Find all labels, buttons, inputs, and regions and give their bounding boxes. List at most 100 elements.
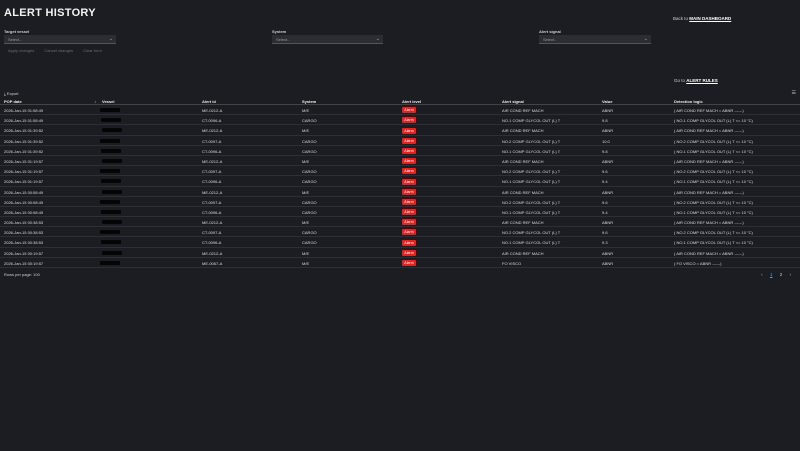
vessel-redacted (101, 209, 121, 214)
alert-level-badge: Alarm (402, 229, 416, 236)
cell-alert-id: CT-0097-A (202, 138, 222, 144)
alert-level-badge: Alarm (402, 260, 416, 266)
cell-alert-id: CT-0097-A (202, 199, 222, 205)
cancel-changes-button[interactable]: Cancel changes (44, 48, 74, 53)
system-placeholder: Select... (276, 37, 291, 42)
cell-alert-id: ME-0067-A (202, 260, 223, 266)
alert-rules-link[interactable]: Go to ALERT RULES (674, 78, 718, 83)
cell-value: 10.0 (602, 138, 610, 144)
table-row[interactable]: 2026-Jan-15 01:19:57 ME-0212-A M/E AIR COND… (0, 156, 800, 167)
vessel-redacted (100, 230, 120, 235)
cell-detection-logic: ( FO VISCO = ABNR ------) (674, 260, 722, 266)
cell-alert-signal: NO.2 COMP GLYCOL OUT (L) T (502, 230, 561, 236)
alert-level-badge: Alarm (402, 188, 416, 195)
cell-value: ABNR (602, 158, 614, 164)
table-row[interactable]: 2026-Jan-15 00:58:49 CT-0096-A CARGO NO.1 C… (0, 207, 800, 218)
cell-system: CARGO (302, 138, 317, 144)
cell-value: ABNR (602, 220, 614, 226)
column-header-detection-logic[interactable]: Detection logic (674, 98, 703, 104)
table-row[interactable]: 2026-Jan-15 00:38:53 CT-0096-A CARGO NO.1 C… (0, 237, 800, 248)
alert-level-badge: Alarm (402, 168, 416, 175)
system-select[interactable]: Select... ⌄ (272, 35, 383, 44)
cell-detection-logic: ( NO.1 COMP GLYCOL OUT (L) T <= 10 °C) (674, 118, 753, 124)
next-page-button[interactable]: › (789, 272, 792, 277)
table-row[interactable]: 2026-Jan-15 00:38:53 ME-0212-A M/E AIR COND… (0, 217, 800, 228)
cell-system: M/E (302, 128, 310, 134)
cell-pop-date: 2026-Jan-15 01:39:52 (4, 148, 44, 154)
table-row[interactable]: 2026-Jan-15 00:38:53 CT-0097-A CARGO NO.2 C… (0, 227, 800, 238)
vessel-redacted (100, 169, 120, 174)
rules-link-label[interactable]: ALERT RULES (686, 78, 718, 83)
column-header-vessel[interactable]: Vessel (102, 98, 115, 104)
alert-level-badge: Alarm (402, 198, 416, 205)
alert-signal-select[interactable]: Select... ⌄ (539, 35, 651, 44)
cell-value: ABNR (602, 128, 614, 134)
chevron-down-icon: ⌄ (108, 36, 113, 42)
page-2-button[interactable]: 2 (779, 272, 783, 277)
alert-level-badge: Alarm (402, 147, 416, 154)
rules-link-prefix: Go to (674, 78, 686, 83)
vessel-redacted (102, 158, 122, 163)
back-to-dashboard-link[interactable]: Back to MAIN DASHBOARD (673, 16, 731, 21)
column-header-pop-date[interactable]: POP date (4, 98, 22, 104)
cell-alert-signal: FO VISCO (502, 260, 522, 266)
vessel-redacted (102, 220, 122, 225)
alert-level-badge: Alarm (402, 127, 416, 134)
apply-changes-button[interactable]: Apply changes (8, 48, 35, 53)
cell-alert-signal: AIR COND REF MACH (502, 220, 544, 226)
columns-menu-icon[interactable]: ☰ (791, 90, 796, 96)
clear-form-button[interactable]: Clear form (83, 48, 102, 53)
table-row[interactable]: 2026-Jan-15 01:58:49 ME-0212-A M/E AIR COND… (0, 105, 800, 116)
cell-alert-signal: NO.1 COMP GLYCOL OUT (L) T (502, 118, 561, 124)
cell-system: M/E (302, 108, 310, 113)
table-row[interactable]: 2026-Jan-15 01:39:52 CT-0097-A CARGO NO.2 C… (0, 136, 800, 146)
table-row[interactable]: 2026-Jan-15 01:39:52 ME-0212-A M/E AIR COND… (0, 125, 800, 136)
cell-alert-id: ME-0212-A (202, 220, 223, 226)
column-header-alert-id[interactable]: Alert id (202, 98, 216, 104)
cell-detection-logic: ( AIR COND REF MACH = ABNR ------) (674, 220, 744, 226)
table-row[interactable]: 2026-Jan-15 00:58:49 CT-0097-A CARGO NO.2 C… (0, 197, 800, 207)
cell-system: CARGO (302, 240, 317, 246)
cell-pop-date: 2026-Jan-15 00:19:57 (4, 260, 44, 266)
cell-alert-id: ME-0212-A (202, 250, 223, 256)
alert-level-badge: Alarm (402, 117, 416, 124)
table-row[interactable]: 2026-Jan-15 01:19:57 CT-0097-A CARGO NO.2 C… (0, 166, 800, 177)
page-1-button[interactable]: 1 (769, 272, 773, 277)
alert-level-badge: Alarm (402, 239, 416, 246)
cell-system: M/E (302, 250, 310, 256)
cell-detection-logic: ( NO.2 COMP GLYCOL OUT (L) T <= 10 °C) (674, 169, 753, 175)
target-vessel-select[interactable]: Select... ⌄ (4, 35, 116, 44)
cell-value: 9.8 (602, 148, 608, 154)
column-header-alert-level[interactable]: Alert level (402, 98, 422, 104)
back-link-label[interactable]: MAIN DASHBOARD (689, 16, 732, 21)
vessel-redacted (101, 118, 121, 123)
cell-system: M/E (302, 189, 310, 195)
table-row[interactable]: 2026-Jan-15 00:19:57 ME-0067-A M/E FO VISCO… (0, 258, 800, 268)
table-row[interactable]: 2026-Jan-15 01:58:49 CT-0096-A CARGO NO.1 C… (0, 115, 800, 126)
vessel-redacted (100, 260, 120, 265)
table-row[interactable]: 2026-Jan-15 01:39:52 CT-0096-A CARGO NO.1 C… (0, 146, 800, 156)
cell-value: 9.6 (602, 169, 608, 175)
table-row[interactable]: 2026-Jan-15 00:58:49 ME-0212-A M/E AIR COND… (0, 187, 800, 197)
prev-page-button[interactable]: ‹ (761, 272, 763, 277)
chevron-down-icon: ⌄ (375, 36, 380, 42)
column-header-value[interactable]: Value (602, 98, 613, 104)
cell-system: CARGO (302, 118, 317, 124)
cell-value: ABNR (602, 250, 614, 256)
table-row[interactable]: 2026-Jan-15 01:19:57 CT-0096-A CARGO NO.1 C… (0, 176, 800, 187)
alert-level-badge: Alarm (402, 249, 416, 256)
table-row[interactable]: 2026-Jan-15 00:19:57 ME-0212-A M/E AIR COND… (0, 248, 800, 258)
alert-level-badge: Alarm (402, 107, 416, 114)
sort-down-icon[interactable]: ↓ (94, 98, 96, 104)
rows-per-page[interactable]: Rows per page: 100 (4, 272, 40, 277)
cell-pop-date: 2026-Jan-15 01:19:57 (4, 169, 44, 175)
vessel-redacted (100, 138, 120, 143)
cell-pop-date: 2026-Jan-15 01:39:52 (4, 138, 44, 144)
cell-alert-id: CT-0096-A (202, 179, 222, 185)
column-header-system[interactable]: System (302, 98, 317, 104)
column-header-alert-signal[interactable]: Alert signal (502, 98, 524, 104)
alert-signal-label: Alert signal (539, 29, 561, 34)
download-icon: ⤓ (4, 91, 6, 96)
cell-value: 9.6 (602, 199, 608, 205)
export-button[interactable]: ⤓ Export (4, 91, 18, 96)
